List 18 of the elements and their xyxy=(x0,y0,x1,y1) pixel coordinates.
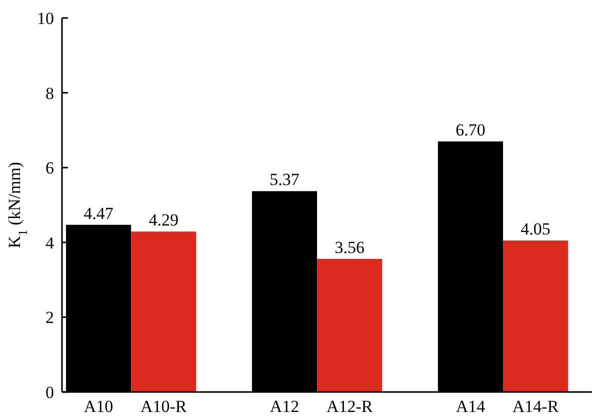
data-label: 4.29 xyxy=(148,210,179,230)
data-label: 4.47 xyxy=(84,204,114,223)
data-label: 4.05 xyxy=(520,220,550,239)
data-label: 5.37 xyxy=(270,170,300,190)
x-tick-label: A14 xyxy=(456,397,486,416)
y-tick-label: 0 xyxy=(46,382,54,402)
y-tick-label: 8 xyxy=(46,84,54,103)
x-tick-label: A10 xyxy=(84,397,114,416)
y-tick-label: 6 xyxy=(46,158,54,178)
y-tick-label: 4 xyxy=(46,233,54,252)
y-tick-label: 2 xyxy=(46,308,54,328)
x-tick-label: A12-R xyxy=(326,397,374,416)
x-tick-label: A12 xyxy=(270,397,300,416)
y-tick-label: 10 xyxy=(37,8,54,28)
x-tick-label: A10-R xyxy=(140,397,188,416)
data-label: 6.70 xyxy=(456,120,486,140)
x-tick-label: A14-R xyxy=(512,397,560,416)
data-label: 3.56 xyxy=(334,238,364,257)
